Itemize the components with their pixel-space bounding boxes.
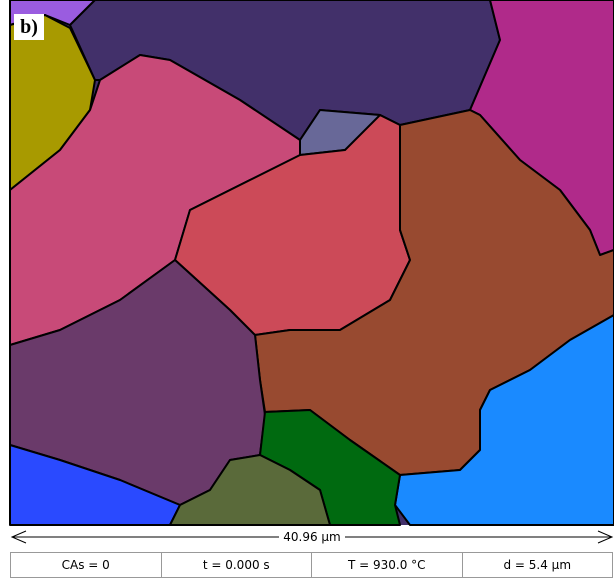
grains	[9, 0, 614, 526]
status-cell: t = 0.000 s	[160, 553, 312, 577]
scale-label: 40.96 µm	[279, 530, 345, 544]
status-cell: T = 930.0 °C	[311, 553, 462, 577]
arrow-right	[597, 530, 614, 544]
arrow-left	[10, 530, 27, 544]
grain	[394, 314, 614, 526]
panel-label: b)	[14, 14, 44, 40]
status-bar: CAs = 0 t = 0.000 s T = 930.0 °C d = 5.4…	[10, 552, 613, 578]
grain	[169, 454, 331, 526]
scale-label-wrap: 40.96 µm	[0, 528, 614, 546]
status-cell: CAs = 0	[61, 558, 110, 572]
grain-map	[9, 0, 614, 526]
status-cell: d = 5.4 µm	[461, 553, 613, 577]
